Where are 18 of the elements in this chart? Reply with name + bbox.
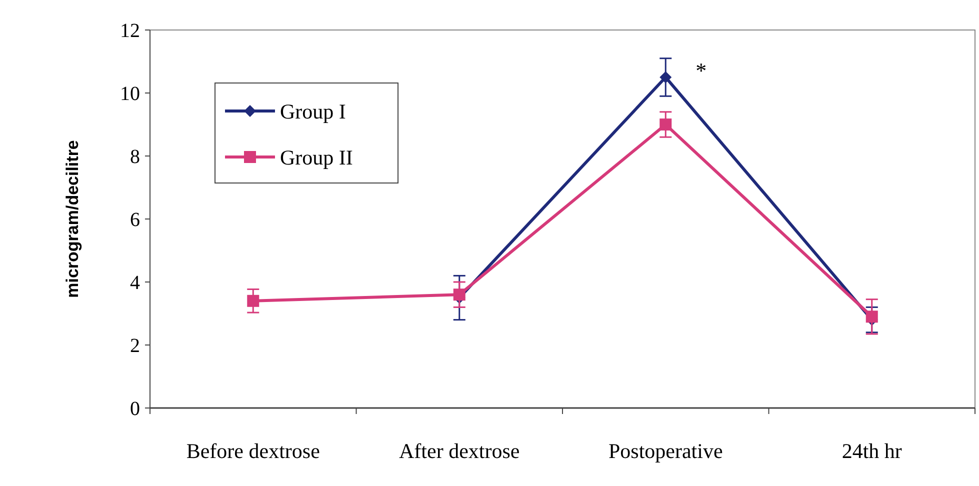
point (247, 294, 260, 307)
x-tick-label: Postoperative (608, 439, 723, 463)
y-tick-label: 12 (120, 20, 140, 42)
y-axis-title: microgram/decilitre (63, 140, 82, 298)
legend-label: Group II (280, 145, 353, 170)
y-tick-label: 6 (130, 209, 140, 231)
y-tick-label: 4 (130, 272, 140, 294)
x-tick-label: 24th hr (842, 439, 902, 463)
y-tick-label: 2 (130, 335, 140, 357)
x-tick-label: After dextrose (399, 439, 520, 463)
y-tick-label: 0 (130, 398, 140, 420)
y-tick-label: 8 (130, 146, 140, 168)
y-tick-label: 10 (120, 83, 140, 105)
annotation: * (696, 58, 707, 83)
point (660, 71, 672, 84)
point (660, 118, 672, 130)
legend-label: Group I (280, 99, 346, 124)
x-tick-label: Before dextrose (186, 439, 320, 463)
